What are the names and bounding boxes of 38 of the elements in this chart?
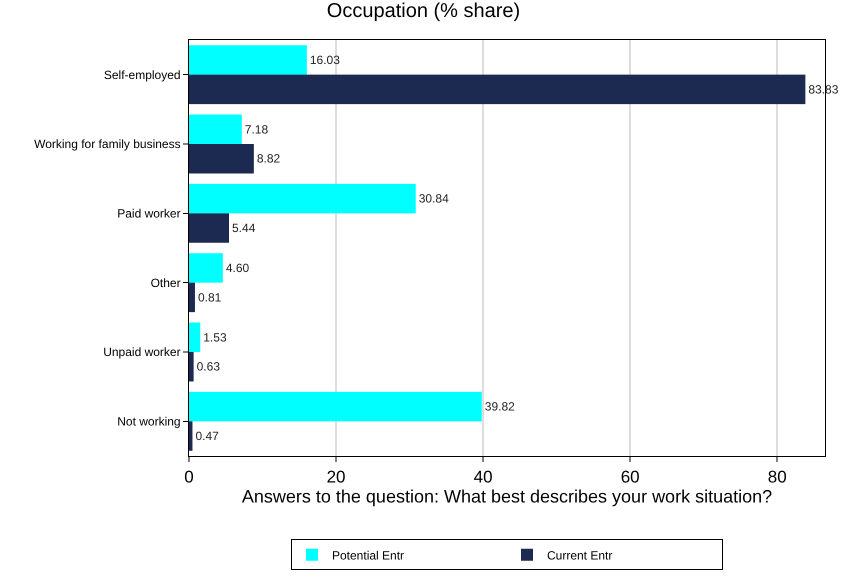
data-label: 16.03: [310, 52, 340, 67]
data-label: 4.60: [226, 260, 250, 275]
bar: [189, 282, 195, 312]
y-tick-label: Unpaid worker: [103, 345, 181, 360]
bar: [189, 392, 482, 422]
x-tick-label: 0: [184, 467, 194, 486]
data-label: 39.82: [484, 400, 516, 414]
data-label: 30.84: [418, 192, 450, 206]
data-label: 0.63: [196, 360, 220, 374]
bar: [189, 213, 229, 243]
legend-label: Current Entr: [547, 548, 612, 562]
data-label: 8.82: [256, 152, 281, 166]
bar: [189, 74, 806, 104]
chart-title: Occupation (% share): [326, 0, 520, 22]
data-label: 1.53: [203, 330, 227, 344]
bar: [189, 421, 192, 451]
data-label: 5.44: [232, 221, 256, 236]
legend-label: Potential Entr: [332, 548, 404, 562]
x-axis-title: Answers to the question: What best describes your work situation?: [242, 486, 772, 506]
bar: [189, 45, 307, 75]
data-label: 7.18: [244, 122, 268, 136]
data-label: 0.47: [195, 429, 220, 444]
data-label: 0.81: [198, 290, 222, 304]
x-tick-label: 60: [620, 467, 640, 486]
bar: [189, 114, 242, 144]
x-tick-label: 20: [326, 467, 346, 486]
bar: [189, 184, 416, 214]
y-tick-label: Paid worker: [117, 206, 181, 221]
y-tick-label: Not working: [117, 414, 181, 429]
x-tick-label: 40: [474, 467, 493, 486]
y-tick-label: Working for family business: [34, 137, 181, 152]
bar: [189, 352, 194, 382]
x-tick-label: 80: [768, 467, 787, 486]
y-tick-label: Other: [150, 276, 181, 290]
bar: [189, 322, 200, 352]
bar: [189, 253, 223, 283]
y-tick-label: Self-employed: [104, 68, 181, 82]
bar: [189, 144, 254, 174]
